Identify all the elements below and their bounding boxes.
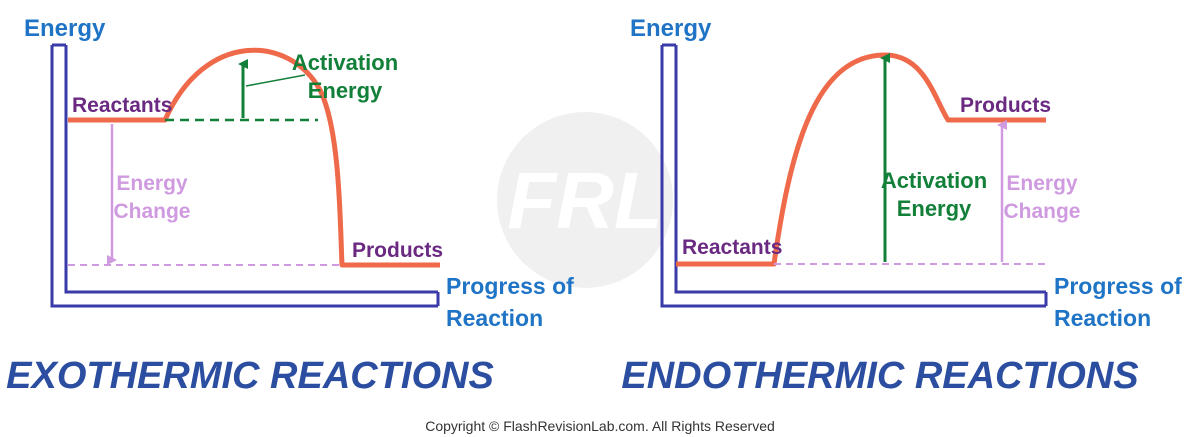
exo-reactants-label: Reactants bbox=[72, 94, 172, 117]
exo-activation-pointer bbox=[245, 74, 306, 87]
endo-activation-label-2: Energy bbox=[897, 196, 972, 221]
endo-y-axis-label: Energy bbox=[630, 15, 712, 42]
endothermic-diagram: Energy Products Activation Energy Energy… bbox=[621, 15, 1182, 397]
endo-energy-curve bbox=[676, 52, 1046, 267]
exo-activation-label-1: Activation bbox=[292, 50, 398, 75]
exo-x-axis-label-1: Progress of bbox=[446, 273, 574, 299]
watermark-logo: FRL bbox=[497, 112, 673, 288]
exo-y-axis-label: Energy bbox=[24, 15, 106, 42]
endo-reactants-label: Reactants bbox=[682, 236, 782, 259]
exo-energy-change-label-2: Change bbox=[113, 200, 190, 223]
exo-x-axis-label-2: Reaction bbox=[446, 305, 543, 331]
endo-activation-label-1: Activation bbox=[881, 168, 987, 193]
exo-products-label: Products bbox=[352, 239, 443, 262]
endo-title: ENDOTHERMIC REACTIONS bbox=[621, 355, 1138, 397]
exo-activation-label-2: Energy bbox=[308, 78, 383, 103]
exothermic-diagram: Energy Reactants Activation Energy Energ… bbox=[6, 15, 574, 397]
endo-products-label: Products bbox=[960, 94, 1051, 117]
exo-energy-change-label-1: Energy bbox=[116, 172, 188, 195]
endo-x-axis-label-2: Reaction bbox=[1054, 305, 1151, 331]
exo-energy-curve bbox=[68, 47, 440, 268]
endo-x-axis-label-1: Progress of bbox=[1054, 273, 1182, 299]
endo-energy-change-label-1: Energy bbox=[1006, 172, 1078, 195]
endo-energy-change-label-2: Change bbox=[1003, 200, 1080, 223]
copyright-text: Copyright © FlashRevisionLab.com. All Ri… bbox=[425, 418, 775, 434]
watermark-text: FRL bbox=[507, 156, 663, 245]
exo-axes bbox=[50, 45, 438, 308]
endo-axes bbox=[660, 45, 1046, 308]
exo-title: EXOTHERMIC REACTIONS bbox=[6, 355, 494, 397]
